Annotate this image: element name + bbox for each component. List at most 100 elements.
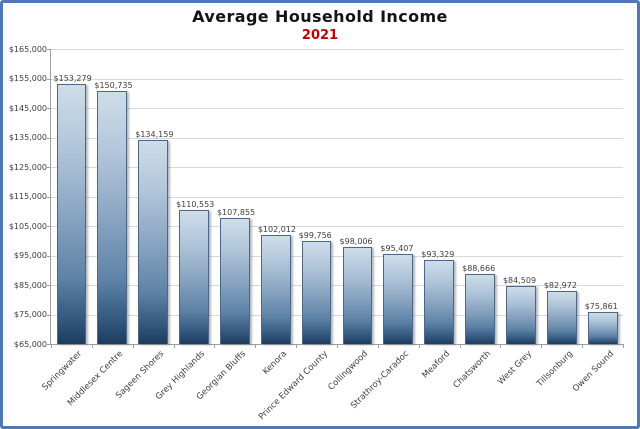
- gridline: [51, 167, 623, 168]
- y-tick: [47, 167, 51, 168]
- x-axis-label: Owen Sound: [570, 349, 616, 395]
- gridline: [51, 255, 623, 257]
- plot-area: $165,000 $155,000 $145,000 $135,000 $125,000…: [9, 45, 624, 422]
- bar-slot: $88,666: [460, 49, 501, 344]
- bar-slot: $150,735: [92, 49, 133, 344]
- y-axis-label: $155,000: [8, 74, 47, 83]
- y-tick: [47, 108, 51, 109]
- gridline: [51, 78, 623, 80]
- y-tick: [47, 344, 51, 345]
- bar: $153,279: [54, 74, 92, 344]
- x-tick: [173, 344, 175, 348]
- x-tick: [296, 344, 298, 348]
- x-axis-label: Chatsworth: [451, 349, 494, 391]
- gridline: [51, 137, 623, 139]
- x-tick: [214, 344, 216, 348]
- bar-value-label: $134,159: [135, 129, 174, 139]
- bar-value-label: $98,006: [339, 236, 373, 246]
- gridline: [51, 108, 623, 109]
- y-axis-label: $135,000: [8, 133, 47, 142]
- x-axis-label: Prince Edward County: [256, 349, 330, 423]
- y-axis-label: $95,000: [13, 251, 47, 260]
- x-axis-label: Springwater: [40, 349, 85, 393]
- bar: $84,509: [503, 276, 536, 344]
- y-axis-label: $85,000: [13, 280, 47, 290]
- chart-subtitle: 2021: [301, 28, 339, 43]
- bar-value-label: $110,553: [176, 199, 215, 209]
- bar-slot: $99,756: [296, 49, 337, 344]
- y-axis-label: $125,000: [8, 162, 47, 172]
- y-tick: [47, 255, 51, 257]
- x-tick: [459, 344, 461, 348]
- y-tick: [47, 226, 51, 227]
- bar-slot: $75,861: [582, 49, 623, 344]
- bar-value-label: $95,407: [380, 244, 414, 254]
- x-tick: [51, 344, 52, 348]
- y-axis-label: $65,000: [13, 339, 47, 349]
- bar-slot: $102,012: [255, 49, 296, 344]
- bar-slot: $82,972: [541, 49, 582, 344]
- x-tick: [91, 344, 93, 348]
- y-tick: [47, 49, 51, 50]
- x-tick: [623, 344, 624, 348]
- bar: $102,012: [258, 225, 296, 344]
- bar: $99,756: [299, 231, 332, 344]
- bar-value-label: $75,861: [584, 301, 618, 311]
- chart-title: Average Household Income: [192, 7, 448, 26]
- x-tick: [418, 344, 420, 348]
- x-tick: [255, 344, 257, 348]
- y-tick: [47, 78, 51, 80]
- bar: $82,972: [544, 281, 577, 344]
- x-axis-label: Collingwood: [326, 349, 371, 393]
- bar-value-label: $88,666: [462, 264, 496, 274]
- y-tick: [47, 314, 51, 316]
- y-axis-label: $145,000: [8, 103, 47, 113]
- bar-value-label: $84,509: [502, 276, 537, 286]
- bar-value-label: $150,735: [94, 81, 133, 91]
- gridline: [51, 226, 623, 227]
- y-axis-label: $105,000: [8, 221, 47, 231]
- bar: $95,407: [380, 244, 413, 344]
- x-tick: [132, 344, 134, 348]
- bar-slot: $107,855: [214, 49, 255, 344]
- bar: $150,735: [94, 81, 133, 344]
- x-axis-label: West Grey: [495, 349, 534, 388]
- y-axis-label: $165,000: [8, 44, 47, 54]
- x-tick: [500, 344, 502, 348]
- bars-layer: $153,279 $150,735 $134,159 $110,553 $107,855…: [51, 49, 623, 344]
- x-tick: [337, 344, 338, 348]
- bar: $75,861: [585, 302, 618, 344]
- bar: $110,553: [176, 200, 214, 344]
- bar-value-label: $93,329: [421, 250, 455, 260]
- bar: $107,855: [217, 208, 255, 344]
- bar-slot: $98,006: [337, 49, 378, 344]
- x-axis-label: Meaford: [420, 349, 453, 381]
- bar-slot: $153,279: [51, 49, 92, 344]
- x-axis-label: Tillsonburg: [534, 349, 575, 389]
- gridline: [51, 49, 623, 50]
- bar-value-label: $107,855: [216, 207, 256, 217]
- gridline: [51, 196, 623, 198]
- bar: $134,159: [135, 130, 173, 344]
- x-tick: [541, 344, 543, 348]
- bar-slot: $93,329: [419, 49, 460, 344]
- bar: $98,006: [340, 237, 373, 344]
- bar-value-label: $153,279: [53, 73, 92, 83]
- gridline: [51, 314, 623, 316]
- x-tick: [377, 344, 379, 348]
- gridline: [51, 285, 623, 286]
- y-tick: [47, 285, 51, 286]
- bar-value-label: $102,012: [257, 224, 296, 234]
- y-tick: [47, 137, 51, 139]
- x-tick: [582, 344, 584, 348]
- y-axis-label: $75,000: [13, 310, 47, 319]
- x-axis-label: Kenora: [260, 349, 289, 378]
- bar-slot: $95,407: [378, 49, 419, 344]
- y-axis-label: $115,000: [8, 192, 47, 201]
- bar-value-label: $82,972: [543, 280, 577, 290]
- bar-value-label: $99,756: [298, 231, 332, 241]
- y-tick: [47, 196, 51, 198]
- bar: $93,329: [421, 250, 454, 344]
- bar-slot: $134,159: [133, 49, 174, 344]
